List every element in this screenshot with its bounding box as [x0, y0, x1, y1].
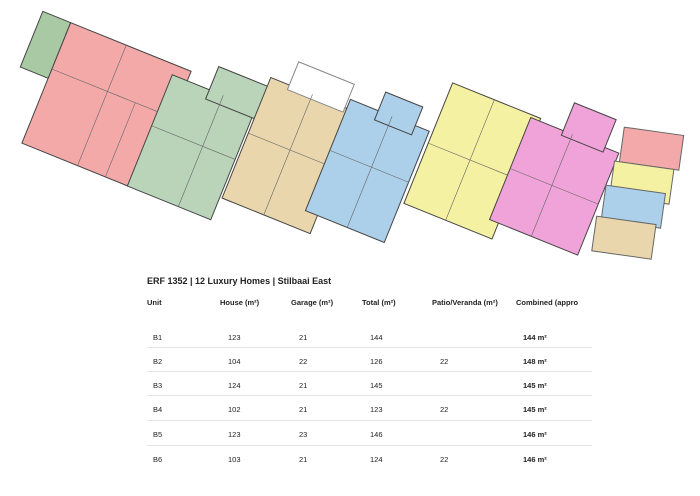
column-header: House (m²) [220, 298, 260, 307]
table-cell: 123 [228, 430, 241, 439]
table-cell: 22 [299, 357, 308, 366]
table-cell: 145 m² [523, 405, 547, 414]
table-cell: 103 [228, 455, 241, 464]
floor-plans [19, 10, 685, 260]
row-separator [147, 420, 592, 421]
table-cell: 126 [370, 357, 383, 366]
column-header: Patio/Veranda (m²) [432, 298, 498, 307]
table-cell: 145 [370, 381, 383, 390]
table-cell: 144 m² [523, 333, 547, 342]
table-cell: 144 [370, 333, 383, 342]
table-cell: 146 m² [523, 455, 547, 464]
table-cell: 123 [228, 333, 241, 342]
table-cell: 21 [299, 455, 308, 464]
table-title: ERF 1352 | 12 Luxury Homes | Stilbaai Ea… [147, 276, 332, 286]
table-cell: 148 m² [523, 357, 547, 366]
table-cell: 146 m² [523, 430, 547, 439]
table-cell: B5 [153, 430, 163, 439]
table-cell: 22 [440, 455, 449, 464]
table-cell: 104 [228, 357, 241, 366]
table-cell: B4 [153, 405, 163, 414]
table-cell: 21 [299, 405, 308, 414]
table-cell: 124 [228, 381, 241, 390]
table-cell: 23 [299, 430, 308, 439]
table-cell: 21 [299, 381, 308, 390]
table-cell: B2 [153, 357, 163, 366]
row-separator [147, 371, 592, 372]
table-cell: 145 m² [523, 381, 547, 390]
column-header: Combined (appro [516, 298, 579, 307]
table-cell: B3 [153, 381, 163, 390]
table-cell: 22 [440, 405, 449, 414]
row-separator [147, 395, 592, 396]
column-header: Unit [147, 298, 162, 307]
column-header: Garage (m²) [291, 298, 334, 307]
table-cell: 102 [228, 405, 241, 414]
table-cell: B1 [153, 333, 163, 342]
table-cell: 22 [440, 357, 449, 366]
table-cell: B6 [153, 455, 163, 464]
row-separator [147, 347, 592, 348]
column-header: Total (m²) [362, 298, 396, 307]
unit-b6-plan [488, 102, 620, 256]
row-separator [147, 445, 592, 446]
unit-b2-plan [126, 65, 271, 221]
garages [591, 126, 685, 260]
table-cell: 124 [370, 455, 383, 464]
unit-b4-plan [304, 91, 430, 244]
table-cell: 123 [370, 405, 383, 414]
table-cell: 21 [299, 333, 308, 342]
table-cell: 146 [370, 430, 383, 439]
